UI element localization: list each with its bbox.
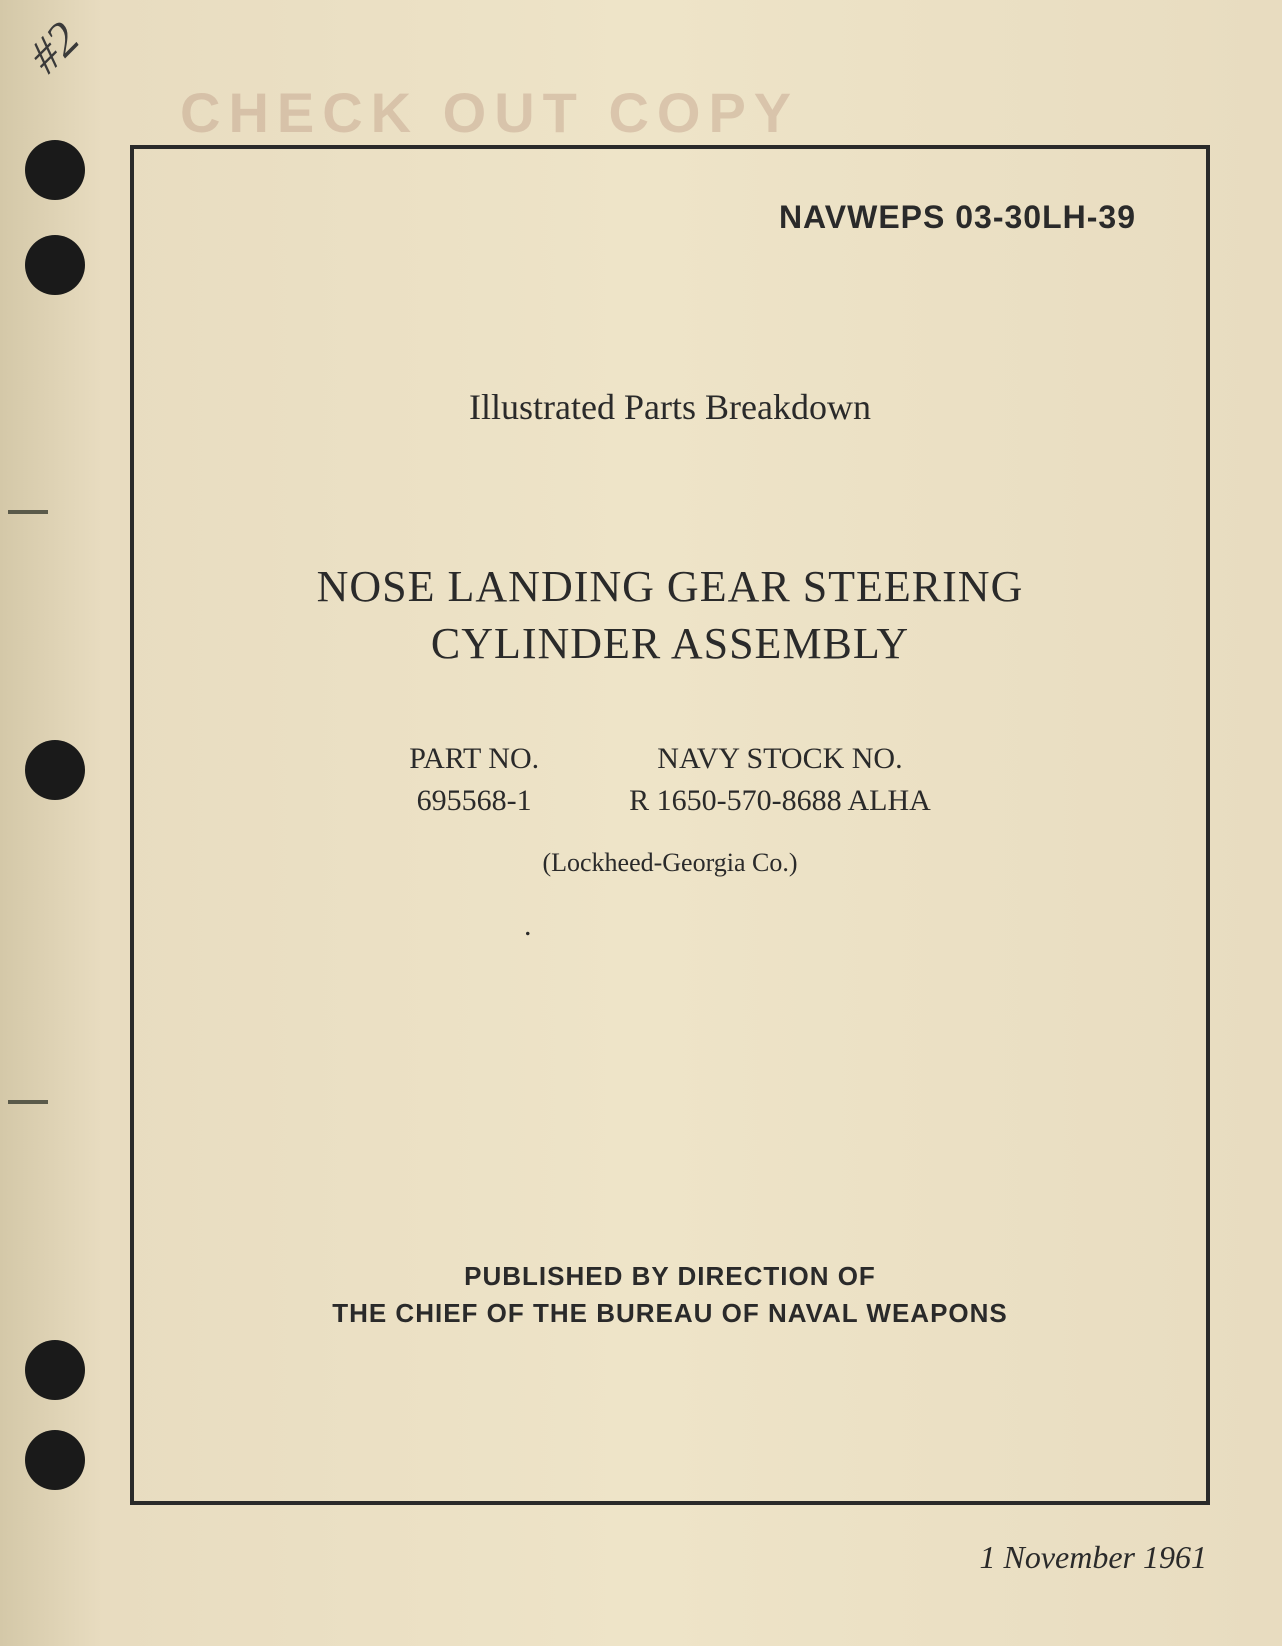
stamp-text: CHECK OUT COPY	[180, 80, 799, 145]
punch-hole	[25, 1340, 85, 1400]
punch-hole	[25, 740, 85, 800]
part-number-column: PART NO. 695568-1	[409, 742, 539, 818]
publisher-line-2: THE CHIEF OF THE BUREAU OF NAVAL WEAPONS	[332, 1298, 1008, 1328]
punch-hole	[25, 1430, 85, 1490]
publisher-line-1: PUBLISHED BY DIRECTION OF	[464, 1261, 876, 1291]
part-info-row: PART NO. 695568-1 NAVY STOCK NO. R 1650-…	[204, 742, 1136, 818]
document-number: NAVWEPS 03-30LH-39	[204, 199, 1136, 236]
stock-number-column: NAVY STOCK NO. R 1650-570-8688 ALHA	[629, 742, 931, 818]
edge-mark	[8, 510, 48, 514]
content-frame: NAVWEPS 03-30LH-39 Illustrated Parts Bre…	[130, 145, 1210, 1505]
title-line-2: CYLINDER ASSEMBLY	[431, 619, 909, 668]
manufacturer-name: (Lockheed-Georgia Co.)	[204, 848, 1136, 878]
publisher-block: PUBLISHED BY DIRECTION OF THE CHIEF OF T…	[204, 1258, 1136, 1331]
punch-hole	[25, 140, 85, 200]
document-subtitle: Illustrated Parts Breakdown	[204, 386, 1136, 428]
punch-hole	[25, 235, 85, 295]
stock-number-label: NAVY STOCK NO.	[629, 742, 931, 776]
stray-mark: .	[524, 909, 532, 943]
publication-date: 1 November 1961	[979, 1539, 1207, 1576]
part-number-label: PART NO.	[409, 742, 539, 776]
edge-mark	[8, 1100, 48, 1104]
title-line-1: NOSE LANDING GEAR STEERING	[317, 562, 1024, 611]
stock-number-value: R 1650-570-8688 ALHA	[629, 784, 931, 818]
document-title: NOSE LANDING GEAR STEERING CYLINDER ASSE…	[204, 558, 1136, 672]
part-number-value: 695568-1	[409, 784, 539, 818]
